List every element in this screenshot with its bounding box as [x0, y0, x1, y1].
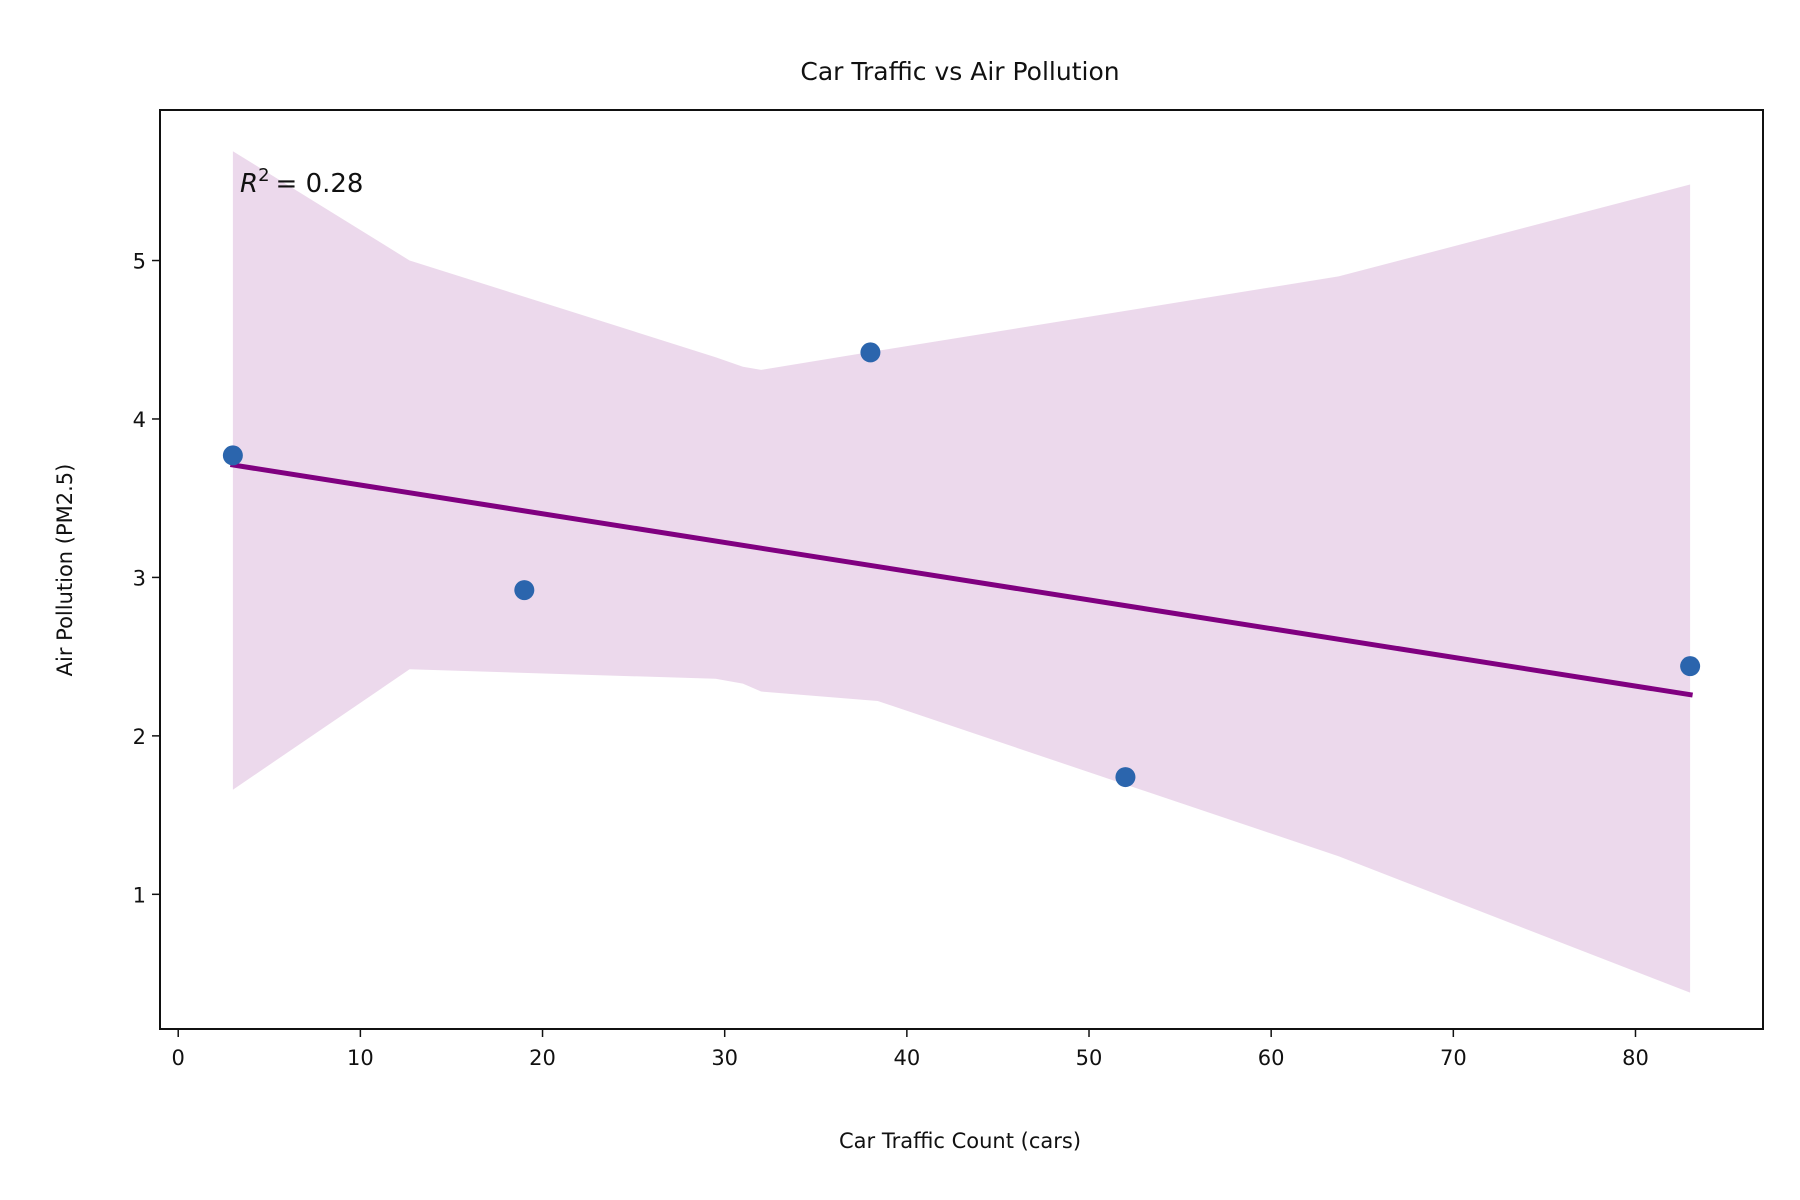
chart-title: Car Traffic vs Air Pollution: [800, 57, 1119, 86]
r-squared-annotation: R2 = 0.28: [240, 165, 363, 199]
regression-line: [230, 462, 1693, 698]
x-tick-label: 10: [347, 1046, 374, 1070]
x-tick-label: 20: [529, 1046, 556, 1070]
r-squared-symbol: R: [240, 169, 258, 199]
data-point: [514, 580, 535, 601]
confidence-band: [232, 151, 1691, 993]
x-tick-label: 30: [711, 1046, 738, 1070]
y-tick-label: 3: [133, 566, 146, 590]
y-tick-label: 2: [133, 725, 146, 749]
plot-area: [222, 151, 1701, 993]
axes-frame: [159, 109, 1764, 1030]
x-tick-label: 80: [1622, 1046, 1649, 1070]
data-point: [1115, 767, 1136, 788]
x-tick-label: 70: [1440, 1046, 1467, 1070]
y-axis: 1 2 3 4 5: [133, 250, 160, 907]
x-tick-label: 40: [893, 1046, 920, 1070]
x-tick-label: 0: [172, 1046, 185, 1070]
x-tick-label: 50: [1076, 1046, 1103, 1070]
x-tick-label: 60: [1258, 1046, 1285, 1070]
x-axis: 0 10 20 30 40 50 60 70 80: [172, 1029, 1649, 1070]
r-squared-exponent: 2: [258, 165, 269, 186]
y-tick-label: 5: [133, 250, 146, 274]
y-tick-label: 1: [133, 883, 146, 907]
y-tick-label: 4: [133, 408, 146, 432]
data-point: [1680, 656, 1701, 677]
data-point: [222, 445, 243, 466]
r-squared-value: = 0.28: [276, 169, 364, 199]
x-axis-title: Car Traffic Count (cars): [839, 1129, 1081, 1153]
data-point: [860, 342, 881, 363]
y-axis-title: Air Pollution (PM2.5): [53, 464, 77, 677]
